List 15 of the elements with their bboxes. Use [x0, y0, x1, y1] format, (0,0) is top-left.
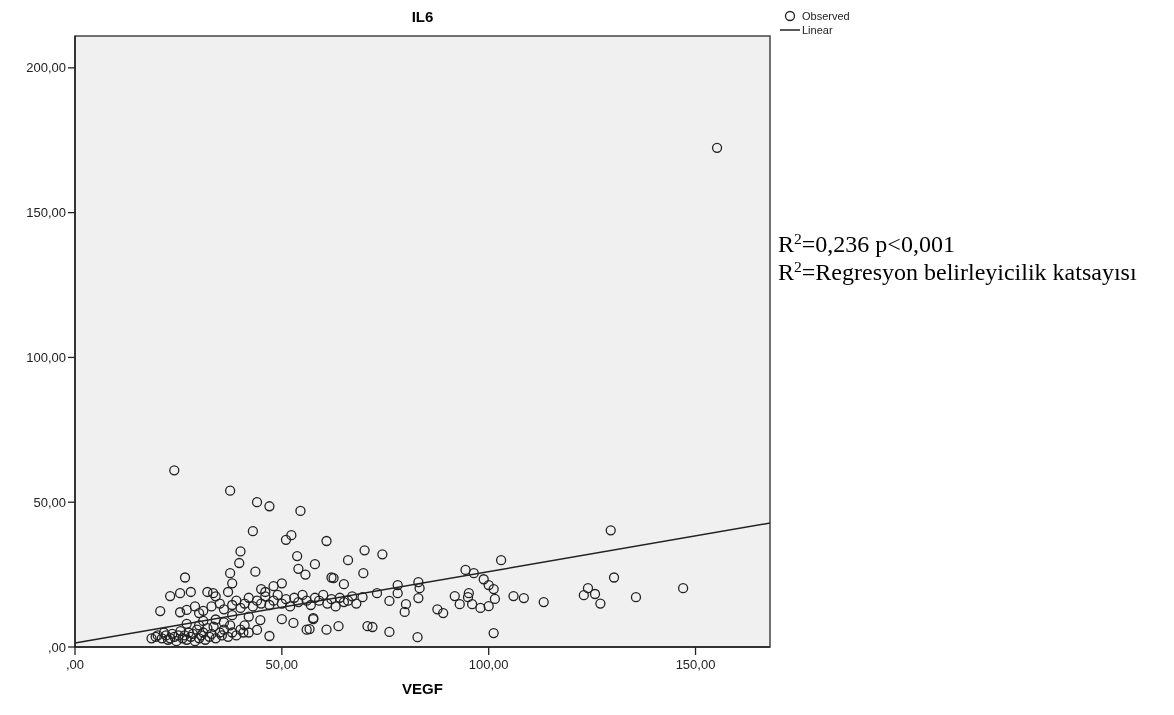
y-tick-label: 200,00 — [26, 60, 66, 76]
chart-title: IL6 — [411, 8, 434, 25]
text: R$^{2}$=0,236 p<0,001 — [778, 229, 955, 257]
x-tick-label: 150,00 — [675, 657, 716, 672]
y-tick-label: 100,00 — [26, 349, 66, 365]
y-tick-label: 50,00 — [33, 494, 66, 510]
x-tick-label: 50,00 — [265, 657, 299, 672]
y-tick-label: 150,00 — [26, 205, 66, 221]
x-axis-title: VEGF — [402, 680, 443, 697]
legend-label: Observed — [802, 10, 850, 22]
text: R$^{2}$=Regresyon belirleyicilik katsayısı — [778, 257, 1137, 285]
legend-label: Linear — [802, 24, 833, 36]
y-tick-label: ,00 — [47, 639, 66, 655]
x-tick-label: 100,00 — [468, 657, 509, 672]
x-tick-label: ,00 — [65, 657, 85, 672]
